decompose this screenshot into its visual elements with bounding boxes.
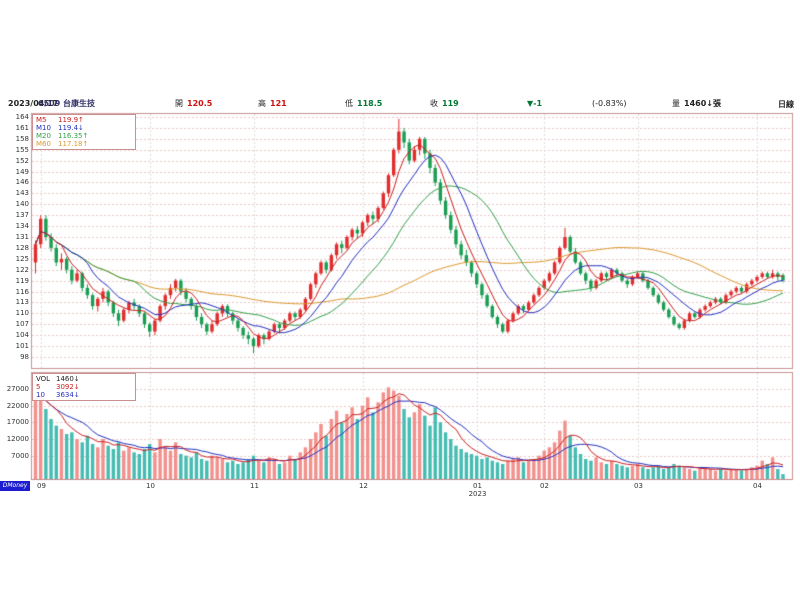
volume-tick-label: 7000 <box>11 451 29 460</box>
vol-legend-value: 3092↓ <box>56 383 80 391</box>
time-tick-label: 09 <box>37 482 46 490</box>
volume-legend: VOL 1460↓ 5 3092↓ 10 3634↓ <box>32 373 136 401</box>
vol-legend-label: 5 <box>36 383 41 391</box>
time-tick-label: 01 <box>473 482 482 490</box>
price-tick-label: 149 <box>15 167 29 176</box>
volume-tick-label: 17000 <box>6 417 29 426</box>
price-tick-label: 119 <box>15 276 29 285</box>
price-tick-label: 134 <box>15 221 29 230</box>
price-tick-label: 164 <box>15 112 29 121</box>
ma-legend-value: 119.4↓ <box>58 124 84 132</box>
price-tick-label: 98 <box>20 352 29 361</box>
time-tick-label: 11 <box>250 482 259 490</box>
ma-legend-value: 119.9↑ <box>58 116 84 124</box>
price-tick-label: 113 <box>15 297 29 306</box>
price-tick-label: 116 <box>15 287 29 296</box>
price-tick-label: 143 <box>15 188 29 197</box>
price-tick-label: 137 <box>15 210 29 219</box>
price-tick-label: 131 <box>15 232 29 241</box>
price-tick-label: 125 <box>15 254 29 263</box>
ma-legend-value: 117.18↑ <box>58 140 89 148</box>
price-tick-label: 155 <box>15 145 29 154</box>
ma-legend-label: M10 <box>36 124 51 132</box>
header-open-value: 120.5 <box>187 99 213 108</box>
volume-value: 1460↓張 <box>684 99 721 108</box>
header-open-label: 開 <box>175 99 183 108</box>
price-tick-label: 104 <box>15 330 29 339</box>
vol-legend-value: 3634↓ <box>56 391 80 399</box>
price-tick-label: 122 <box>15 265 29 274</box>
time-tick-label: 04 <box>753 482 762 490</box>
volume-tick-label: 27000 <box>6 384 29 393</box>
volume-tick-label: 12000 <box>6 434 29 443</box>
price-tick-label: 152 <box>15 156 29 165</box>
header-low-label: 低 <box>345 99 353 108</box>
vol-legend-value: 1460↓ <box>56 375 80 383</box>
ma-legend-label: M60 <box>36 140 51 148</box>
time-tick-year-label: 2023 <box>468 490 487 498</box>
vol-legend-label: VOL <box>36 375 51 383</box>
ma-legend-row: M60 117.18↑ <box>36 140 132 148</box>
ma-legend-row: M20 116.35↑ <box>36 132 132 140</box>
price-tick-label: 158 <box>15 134 29 143</box>
price-tick-label: 140 <box>15 199 29 208</box>
ma-legend-row: M10 119.4↓ <box>36 124 132 132</box>
ma-legend-value: 116.35↑ <box>58 132 89 140</box>
header-high-value: 121 <box>270 99 287 108</box>
header-close-label: 收 <box>430 99 438 108</box>
volume-tick-label: 22000 <box>6 401 29 410</box>
header-close-value: 119 <box>442 99 459 108</box>
vol-legend-row: 10 3634↓ <box>36 391 132 399</box>
price-tick-label: 128 <box>15 243 29 252</box>
price-change-percent: (-0.83%) <box>592 99 627 108</box>
time-tick-label: 02 <box>540 482 549 490</box>
price-tick-label: 110 <box>15 308 29 317</box>
quote-date: 2023/04/17 <box>8 99 59 108</box>
dmoney-watermark-badge[interactable]: DMoney <box>0 481 30 491</box>
price-tick-label: 146 <box>15 177 29 186</box>
ma-legend-row: M5 119.9↑ <box>36 116 132 124</box>
price-tick-label: 161 <box>15 123 29 132</box>
time-tick-label: 03 <box>634 482 643 490</box>
vol-legend-label: 10 <box>36 391 45 399</box>
stock-code-name: 6509 台康生技 <box>38 99 96 108</box>
header-high-label: 高 <box>258 99 266 108</box>
vol-legend-row: 5 3092↓ <box>36 383 132 391</box>
price-tick-label: 107 <box>15 319 29 328</box>
header-low-value: 118.5 <box>357 99 383 108</box>
vol-legend-row: VOL 1460↓ <box>36 375 132 383</box>
time-tick-label: 10 <box>146 482 155 490</box>
volume-label: 量 <box>672 99 680 108</box>
period-selector-daily[interactable]: 日線 <box>778 100 794 109</box>
price-change: ▼-1 <box>527 99 543 108</box>
price-tick-label: 101 <box>15 341 29 350</box>
ma-legend-label: M5 <box>36 116 47 124</box>
time-tick-label: 12 <box>359 482 368 490</box>
ma-legend: M5 119.9↑ M10 119.4↓ M20 116.35↑ M60 117.18↑ <box>32 114 136 150</box>
ma-legend-label: M20 <box>36 132 51 140</box>
